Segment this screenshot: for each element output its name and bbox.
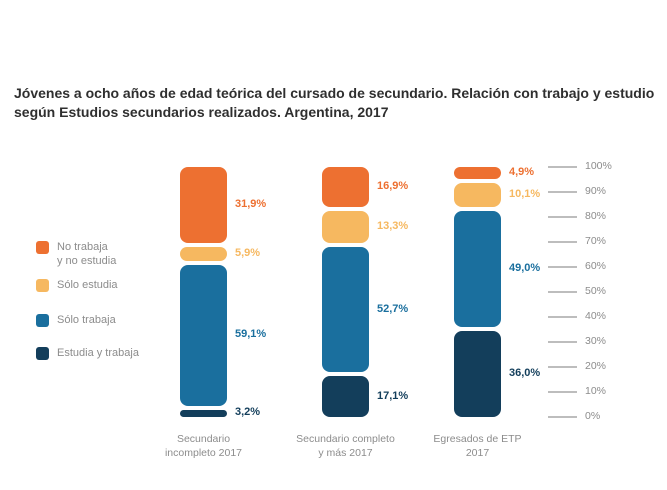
y-axis-tick-label: 60%	[585, 260, 607, 272]
category-label-line: 2017	[465, 447, 490, 459]
y-axis-tick-label: 0%	[585, 410, 601, 422]
segment-label: 5,9%	[235, 246, 261, 259]
bar-segment	[180, 246, 227, 261]
category-label: Secundario completo y más 2017	[271, 432, 421, 460]
bar-segment	[454, 182, 501, 207]
bar-segment	[454, 167, 501, 179]
y-axis-tick-line	[548, 191, 577, 193]
chart-legend: No trabaja y no estudia Sólo estudia Sólo t…	[36, 240, 176, 360]
legend-label: Sólo estudia	[57, 278, 118, 292]
category-label: Secundario incompleto 2017	[129, 432, 279, 460]
category-label-line: incompleto 2017	[164, 447, 243, 459]
category-label-line: Egresados de ETP	[433, 433, 522, 445]
segment-label: 52,7%	[377, 302, 409, 315]
segment-label: 3,2%	[235, 406, 261, 419]
legend-item: No trabaja y no estudia	[36, 240, 176, 268]
legend-swatch	[36, 347, 49, 360]
y-axis-tick-label: 80%	[585, 210, 607, 222]
segment-label: 36,0%	[509, 367, 541, 380]
legend-swatch	[36, 314, 49, 327]
category-label: Egresados de ETP 2017	[403, 432, 553, 460]
segment-label: 49,0%	[509, 262, 541, 274]
legend-label-line: No trabaja	[57, 241, 108, 253]
y-axis-tick-line	[548, 341, 577, 343]
y-axis-tick-label: 100%	[585, 160, 612, 172]
y-axis-tick-line	[548, 266, 577, 268]
bar-segment	[322, 246, 369, 373]
segment-label: 17,1%	[377, 389, 409, 402]
y-axis-tick-label: 10%	[585, 385, 607, 397]
legend-label: No trabaja y no estudia	[57, 240, 116, 268]
legend-item: Sólo estudia	[36, 278, 176, 292]
category-label-line: y más 2017	[318, 447, 373, 459]
y-axis-tick-line	[548, 316, 577, 318]
y-axis-tick-line	[548, 391, 577, 393]
category-label-line: Secundario completo	[296, 433, 395, 445]
category-label-line: Secundario	[176, 433, 231, 445]
legend-swatch	[36, 279, 49, 292]
legend-label-line: Sólo trabaja	[57, 314, 116, 326]
bar-segment	[180, 167, 227, 243]
bar-segment	[454, 331, 501, 417]
chart-title: Jóvenes a ocho años de edad teórica del …	[14, 85, 655, 120]
segment-label: 4,9%	[509, 165, 535, 178]
legend-item: Estudia y trabaja	[36, 346, 176, 360]
y-axis-tick-line	[548, 241, 577, 243]
legend-item: Sólo trabaja	[36, 313, 176, 327]
y-axis-tick-line	[548, 366, 577, 368]
legend-label-line: Estudia y trabaja	[57, 347, 139, 359]
y-axis-tick-label: 20%	[585, 360, 607, 372]
segment-label: 16,9%	[377, 180, 409, 193]
segment-label: 31,9%	[235, 197, 267, 210]
legend-label: Sólo trabaja	[57, 313, 116, 327]
segment-label: 59,1%	[235, 328, 267, 341]
legend-label: Estudia y trabaja	[57, 346, 139, 360]
bar-segment	[322, 167, 369, 208]
y-axis-tick-line	[548, 166, 577, 168]
y-axis-tick-line	[548, 416, 577, 418]
y-axis-tick-label: 90%	[585, 185, 607, 197]
segment-label: 13,3%	[377, 220, 409, 233]
y-axis-tick-line	[548, 291, 577, 293]
legend-label-line: Sólo estudia	[57, 279, 118, 291]
y-axis-tick-label: 40%	[585, 310, 607, 322]
segment-label: 10,1%	[509, 187, 541, 200]
bar-segment	[322, 376, 369, 417]
bar-segment	[454, 210, 501, 328]
y-axis-tick-label: 30%	[585, 335, 607, 347]
bar-segment	[180, 264, 227, 406]
legend-label-line: y no estudia	[57, 255, 117, 267]
bar-segment	[322, 211, 369, 243]
y-axis-tick-line	[548, 216, 577, 218]
y-axis-tick-label: 50%	[585, 285, 607, 297]
y-axis-tick-label: 70%	[585, 235, 607, 247]
legend-swatch	[36, 241, 49, 254]
bar-segment	[180, 409, 227, 418]
